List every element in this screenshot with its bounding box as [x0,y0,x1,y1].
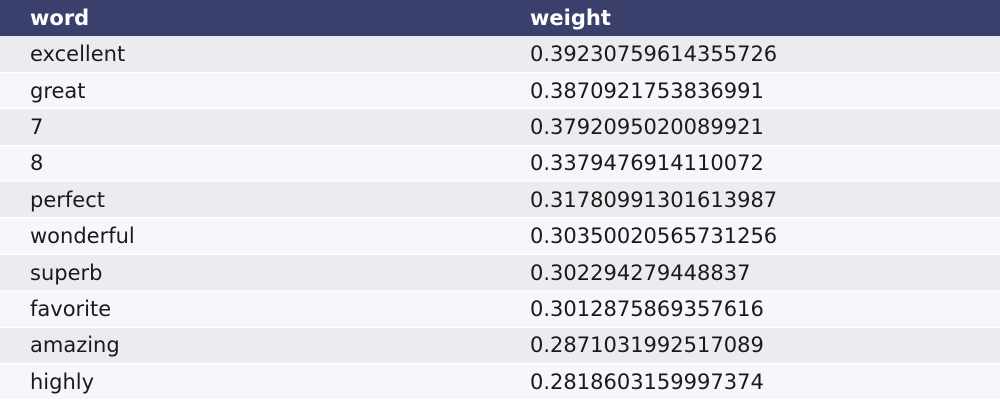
table-row: great 0.3870921753836991 [0,72,1000,110]
cell-weight: 0.302294279448837 [500,254,1000,292]
cell-word: wonderful [0,217,500,255]
column-header-weight[interactable]: weight [530,6,611,30]
cell-weight: 0.31780991301613987 [500,181,1000,219]
column-header-word[interactable]: word [30,6,90,30]
cell-weight: 0.2818603159997374 [500,363,1000,400]
cell-word: excellent [0,36,500,73]
cell-word: amazing [0,327,500,365]
cell-word: great [0,72,500,110]
table-header: word weight [0,0,1000,36]
cell-weight: 0.2871031992517089 [500,327,1000,365]
cell-weight: 0.3012875869357616 [500,290,1000,328]
cell-word: 8 [0,145,500,183]
cell-weight: 0.30350020565731256 [500,217,1000,255]
cell-word: highly [0,363,500,400]
table-body: excellent 0.39230759614355726 great 0.38… [0,36,1000,400]
table-row: perfect 0.31780991301613987 [0,181,1000,219]
cell-weight: 0.3379476914110072 [500,145,1000,183]
table-row: favorite 0.3012875869357616 [0,290,1000,328]
cell-word: favorite [0,290,500,328]
cell-weight: 0.3870921753836991 [500,72,1000,110]
table-row: wonderful 0.30350020565731256 [0,217,1000,255]
cell-word: 7 [0,108,500,146]
table-row: amazing 0.2871031992517089 [0,327,1000,365]
cell-word: perfect [0,181,500,219]
table-row: excellent 0.39230759614355726 [0,36,1000,73]
cell-weight: 0.39230759614355726 [500,36,1000,73]
table-row: 7 0.3792095020089921 [0,108,1000,146]
table-row: superb 0.302294279448837 [0,254,1000,292]
table-row: 8 0.3379476914110072 [0,145,1000,183]
cell-word: superb [0,254,500,292]
table-row: highly 0.2818603159997374 [0,363,1000,400]
table-header-row: word weight [0,0,1000,36]
cell-weight: 0.3792095020089921 [500,108,1000,146]
